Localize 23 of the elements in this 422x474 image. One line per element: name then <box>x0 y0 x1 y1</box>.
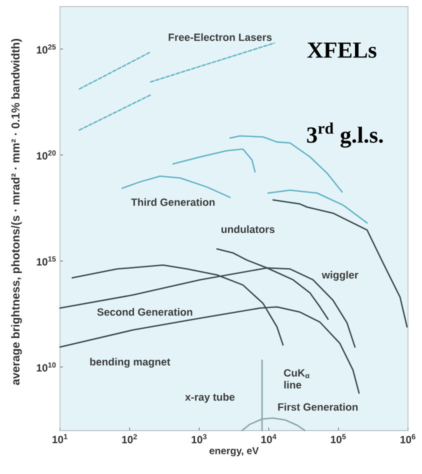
x-axis-title: energy, eV <box>210 447 259 456</box>
annotation: 3$^{rd}$ g.l.s. <box>307 122 383 148</box>
annotation: XFELs <box>307 42 376 58</box>
x-tick-label: 10$^{1}$ <box>52 434 68 444</box>
annotation: Free-Electron Lasers <box>168 33 272 41</box>
y-tick-label: 10$^{25}$ <box>36 44 56 54</box>
annotation: First Generation <box>278 403 358 411</box>
x-tick-label: 10$^{3}$ <box>192 434 207 444</box>
annotation: Second Generation <box>97 308 192 316</box>
x-tick-label: 10$^{4}$ <box>261 434 276 444</box>
x-tick-label: 10$^{6}$ <box>400 434 416 444</box>
annotation: undulators <box>222 225 275 234</box>
annotation: CuK$_{α}$ line <box>284 369 310 389</box>
y-axis-title: average brightness, photons/(s · mrad² · mm² · 0.1% bandwidth) <box>11 38 22 385</box>
x-tick-label: 10$^{2}$ <box>122 434 137 444</box>
y-tick-label: 10$^{20}$ <box>36 150 56 160</box>
y-tick-label: 10$^{15}$ <box>36 256 56 266</box>
annotation: Third Generation <box>131 198 215 206</box>
annotation: bending magnet <box>90 358 170 368</box>
x-tick-label: 10$^{5}$ <box>330 434 346 444</box>
y-tick-label: 10$^{10}$ <box>36 362 56 372</box>
annotation: x-ray tube <box>185 393 235 403</box>
annotation: wiggler <box>322 270 358 281</box>
